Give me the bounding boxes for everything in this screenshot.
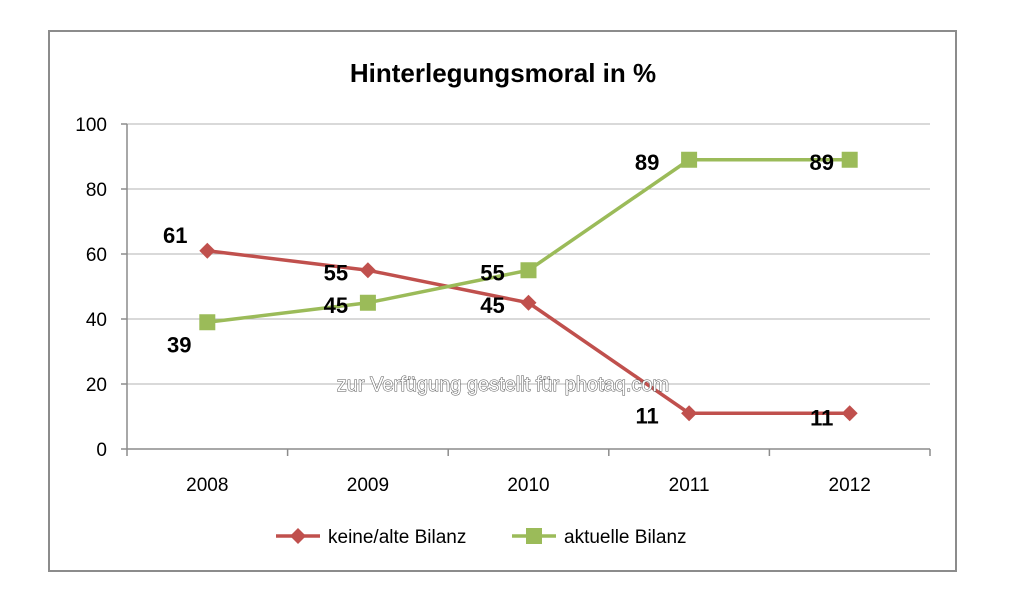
data-labels: 61 55 45 11 11 39 45 55 89 89 (163, 150, 834, 431)
legend-marker-0 (290, 528, 306, 544)
series-0-point-1 (359, 262, 376, 279)
series-1-point-3 (681, 151, 698, 168)
x-tick-label-2010: 2010 (507, 475, 549, 496)
series-1-point-1 (359, 294, 376, 311)
data-label-s0-2: 45 (480, 293, 504, 318)
data-label-s1-4: 89 (809, 150, 833, 175)
y-tick-label-0: 0 (96, 440, 107, 461)
legend-label-0: keine/alte Bilanz (328, 527, 466, 548)
x-tick-label-2009: 2009 (347, 475, 389, 496)
data-label-s1-2: 55 (480, 260, 504, 285)
data-label-s1-0: 39 (167, 332, 191, 357)
series-1-point-4 (841, 151, 858, 168)
series-0-point-2 (520, 294, 537, 311)
series-0-point-0 (199, 242, 216, 259)
data-label-s0-1: 55 (324, 260, 348, 285)
x-tick-label-2008: 2008 (186, 475, 228, 496)
gridlines (127, 123, 930, 385)
axes (121, 123, 931, 456)
y-tick-labels: 0 20 40 60 80 100 (75, 115, 107, 461)
series-1-point-0 (199, 314, 216, 331)
data-label-s0-3: 11 (635, 403, 658, 428)
data-label-s1-1: 45 (324, 293, 348, 318)
legend: keine/alte Bilanz aktuelle Bilanz (276, 527, 687, 548)
x-tick-label-2011: 2011 (669, 475, 710, 496)
y-tick-label-4: 80 (86, 180, 107, 201)
x-tick-label-2012: 2012 (829, 475, 871, 496)
series-1-point-2 (520, 262, 537, 279)
series-0-point-4 (841, 405, 858, 422)
chart-title: Hinterlegungsmoral in % (350, 58, 656, 88)
y-tick-label-1: 20 (86, 375, 107, 396)
y-tick-label-2: 40 (86, 310, 107, 331)
y-tick-label-3: 60 (86, 245, 107, 266)
x-tick-labels: 2008 2009 2010 2011 2012 (186, 475, 871, 496)
data-label-s1-3: 89 (635, 150, 659, 175)
series-group (199, 151, 858, 422)
data-label-s0-4: 11 (810, 405, 833, 430)
data-label-s0-0: 61 (163, 223, 187, 248)
watermark-text: zur Verfügung gestellt für photaq.com (337, 374, 669, 396)
series-0-point-3 (681, 405, 698, 422)
legend-label-1: aktuelle Bilanz (564, 527, 687, 548)
legend-marker-1 (526, 528, 542, 544)
y-tick-label-5: 100 (75, 115, 107, 136)
chart-frame (48, 30, 957, 572)
